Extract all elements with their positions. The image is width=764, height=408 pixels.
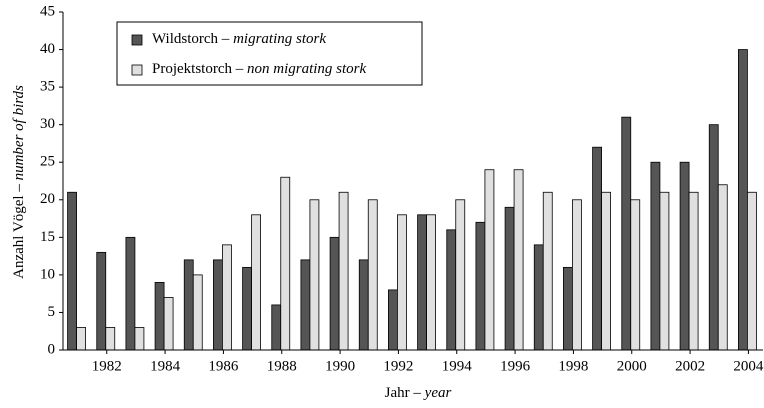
bar: [533, 244, 544, 351]
y-tick-label: 25: [40, 154, 55, 170]
bar: [329, 236, 340, 351]
y-tick-label: 35: [40, 79, 55, 95]
bar: [659, 191, 670, 351]
bar: [358, 259, 369, 351]
y-axis-label: Anzahl Vögel – number of birds: [11, 85, 27, 279]
bar: [504, 206, 515, 351]
bar: [717, 184, 728, 351]
bar: [125, 236, 136, 351]
bar: [601, 191, 611, 351]
y-tick-label: 20: [40, 191, 55, 207]
x-tick-label: 1992: [383, 358, 413, 374]
bar: [592, 146, 602, 351]
y-tick-label: 0: [48, 341, 56, 357]
x-tick-label: 1994: [442, 358, 473, 374]
bar: [397, 214, 407, 351]
y-tick-label: 45: [40, 3, 55, 19]
bar: [271, 304, 282, 351]
bar: [630, 199, 641, 351]
bar: [426, 214, 436, 351]
bar: [679, 161, 690, 351]
bar: [222, 244, 232, 351]
y-tick-label: 5: [48, 304, 56, 320]
bar: [134, 327, 145, 351]
x-tick-label: 2004: [733, 358, 764, 374]
bar: [183, 259, 194, 351]
bar: [300, 259, 311, 351]
bar: [484, 169, 495, 351]
y-tick-label: 30: [40, 116, 55, 132]
x-tick-label: 1990: [325, 358, 355, 374]
bar: [367, 199, 378, 351]
y-tick-label: 15: [40, 229, 55, 245]
x-tick-label: 1988: [267, 358, 297, 374]
bar: [242, 266, 252, 351]
bar: [280, 176, 291, 351]
bar: [417, 214, 427, 351]
legend-swatch: [131, 64, 143, 76]
bar: [455, 199, 466, 351]
legend-label: Wildstorch – migrating stork: [152, 31, 326, 47]
bar: [192, 274, 203, 351]
bar: [76, 327, 86, 351]
bar: [163, 297, 174, 351]
x-tick-label: 1996: [500, 358, 531, 374]
bar: [563, 266, 573, 351]
bar: [213, 259, 223, 351]
x-tick-label: 1998: [558, 358, 588, 374]
x-tick-label: 1982: [92, 358, 122, 374]
x-tick-label: 1984: [150, 358, 181, 374]
bar: [738, 49, 748, 351]
legend-label: Projektstorch – non migrating stork: [152, 61, 367, 77]
bar: [446, 229, 457, 351]
bar: [309, 199, 320, 351]
bar: [542, 191, 553, 351]
x-tick-label: 2000: [617, 358, 647, 374]
legend-swatch: [131, 34, 143, 46]
bar: [154, 281, 165, 351]
bar: [688, 191, 699, 351]
y-tick-label: 10: [40, 266, 55, 282]
bar: [475, 221, 486, 351]
bar: [621, 116, 632, 351]
bar: [96, 251, 107, 351]
bar: [650, 161, 661, 351]
bar: [747, 191, 757, 351]
bar: [338, 191, 349, 351]
y-tick-label: 40: [40, 41, 55, 57]
x-axis-label: Jahr – year: [385, 385, 452, 401]
bar: [388, 289, 398, 351]
bar: [105, 327, 116, 351]
x-tick-label: 1986: [208, 358, 239, 374]
bar: [572, 199, 582, 351]
bar: [251, 214, 261, 351]
bar: [67, 191, 77, 351]
x-tick-label: 2002: [675, 358, 705, 374]
bar: [513, 169, 524, 351]
bar: [708, 124, 719, 351]
legend-box: [116, 21, 423, 86]
